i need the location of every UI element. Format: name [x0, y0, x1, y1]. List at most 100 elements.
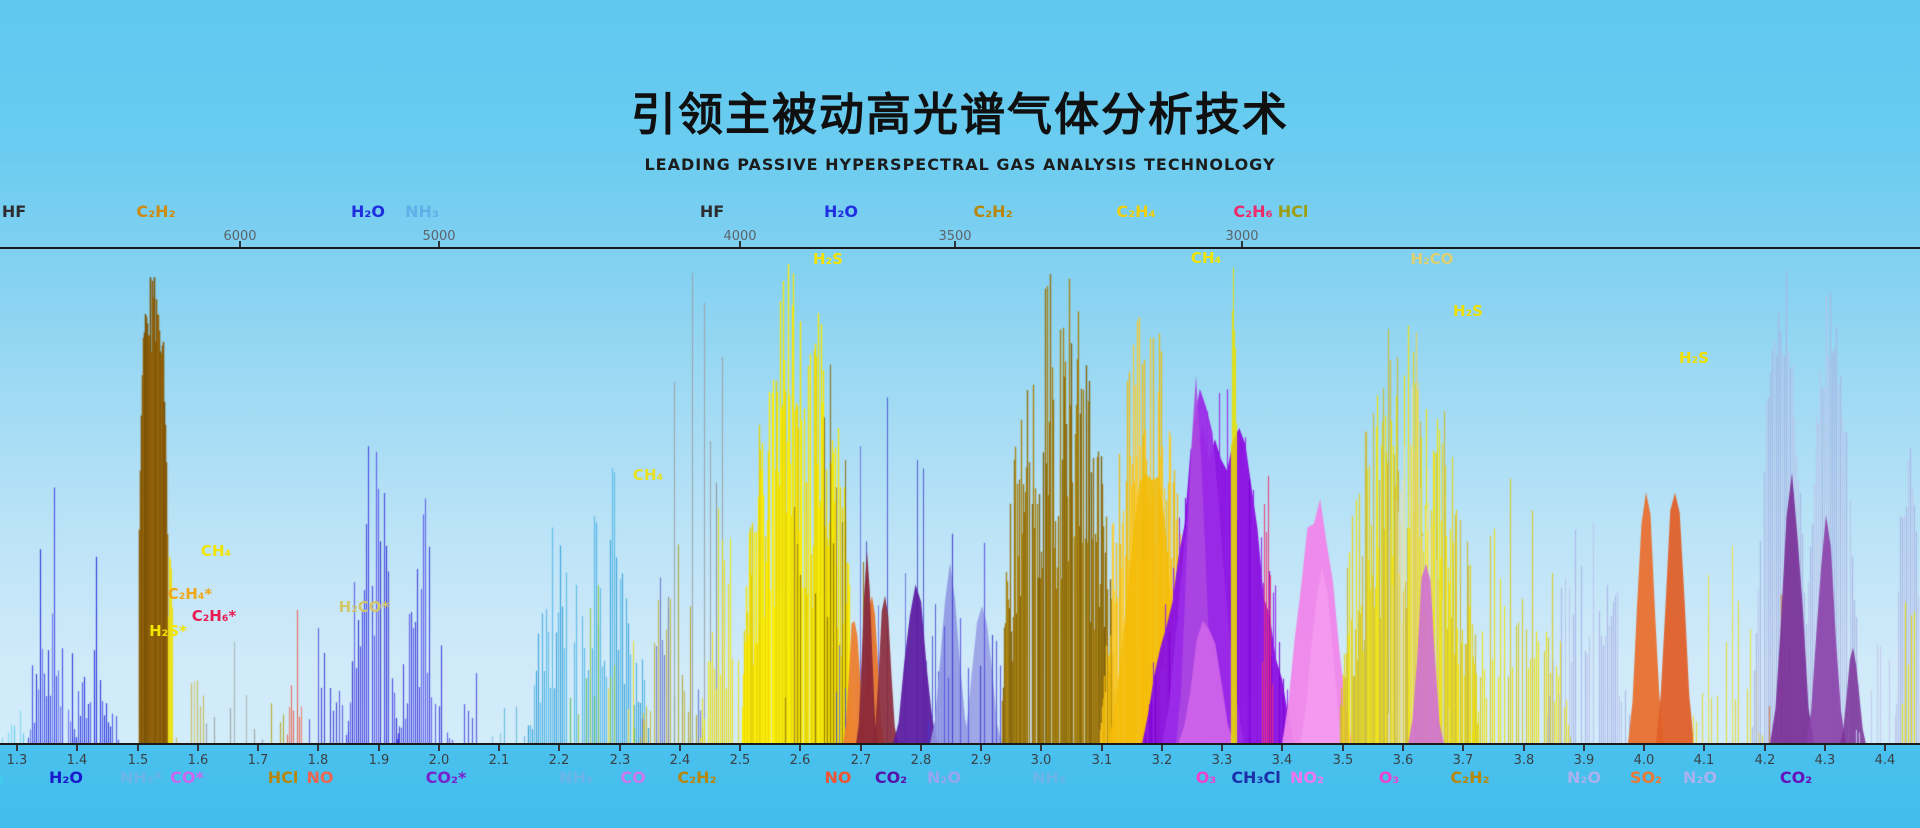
bottom-tick-label: 1.9 — [368, 753, 390, 768]
bottom-tick-mark — [1824, 745, 1826, 751]
bottom-tick-label: 3.4 — [1271, 753, 1293, 768]
bottom-gas-label: CO* — [170, 768, 204, 787]
bottom-tick-label: 4.4 — [1874, 753, 1896, 768]
bottom-tick-label: 2.2 — [548, 753, 570, 768]
bottom-tick-label: 3.5 — [1332, 753, 1354, 768]
bottom-gas-label: NH₃ — [559, 768, 593, 787]
bottom-gas-label: N₂O — [1683, 768, 1717, 787]
bottom-gas-label: NO₂ — [1290, 768, 1324, 787]
bottom-gas-label: C₂H₂ — [677, 768, 717, 787]
interior-gas-label: H₂CO* — [338, 598, 390, 616]
bottom-tick-mark — [197, 745, 199, 751]
top-tick-mark — [438, 241, 440, 247]
bottom-tick-label: 3.3 — [1211, 753, 1233, 768]
bottom-tick-mark — [619, 745, 621, 751]
bottom-tick-mark — [1101, 745, 1103, 751]
top-gas-label: C₂H₄ — [1116, 202, 1156, 221]
top-tick-label: 3000 — [1225, 229, 1259, 244]
top-tick-label: 4000 — [723, 229, 757, 244]
bottom-tick-label: 2.9 — [970, 753, 992, 768]
bottom-tick-label: 3.9 — [1573, 753, 1595, 768]
bottom-tick-label: 3.0 — [1030, 753, 1052, 768]
bottom-tick-mark — [317, 745, 319, 751]
interior-gas-label: H₂S — [813, 250, 843, 268]
bottom-tick-label: 4.1 — [1693, 753, 1715, 768]
bottom-gas-label: CO₂* — [425, 768, 467, 787]
bottom-tick-label: 1.6 — [187, 753, 209, 768]
bottom-tick-mark — [1764, 745, 1766, 751]
bottom-tick-mark — [1884, 745, 1886, 751]
bottom-gas-label: NO — [824, 768, 852, 787]
bottom-gas-label: CO₂ — [874, 768, 908, 787]
top-gas-label: C₂H₂ — [973, 202, 1013, 221]
bottom-gas-label: O₃ — [1378, 768, 1400, 787]
bottom-tick-label: 2.3 — [609, 753, 631, 768]
bottom-tick-mark — [1342, 745, 1344, 751]
top-gas-label: C₂H₂ — [136, 202, 176, 221]
bottom-gas-label: NO — [306, 768, 334, 787]
top-gas-label: NH₃ — [405, 202, 439, 221]
interior-gas-label: H₂S* — [149, 622, 187, 640]
bottom-tick-mark — [1402, 745, 1404, 751]
interior-gas-label: H₂S — [1679, 349, 1709, 367]
bottom-gas-label: NH₃ — [1032, 768, 1066, 787]
top-tick-label: 3500 — [938, 229, 972, 244]
bottom-tick-label: 2.8 — [910, 753, 932, 768]
bottom-gas-label: CO — [620, 768, 646, 787]
bottom-tick-mark — [1281, 745, 1283, 751]
top-gas-label: HF — [699, 202, 725, 221]
top-tick-mark — [954, 241, 956, 247]
top-gas-label: H₂O — [824, 202, 858, 221]
bottom-tick-mark — [1221, 745, 1223, 751]
bottom-tick-mark — [1462, 745, 1464, 751]
bottom-gas-label: H₂O — [49, 768, 83, 787]
bottom-tick-mark — [76, 745, 78, 751]
bottom-tick-label: 4.2 — [1754, 753, 1776, 768]
top-gas-label: HCl — [1277, 202, 1309, 221]
bottom-tick-mark — [16, 745, 18, 751]
interior-gas-label: H₂CO — [1410, 250, 1454, 268]
bottom-tick-label: 2.7 — [850, 753, 872, 768]
bottom-tick-mark — [137, 745, 139, 751]
bottom-tick-mark — [1161, 745, 1163, 751]
page-subtitle: LEADING PASSIVE HYPERSPECTRAL GAS ANALYS… — [644, 155, 1276, 174]
interior-gas-label: C₂H₆* — [191, 607, 237, 625]
bottom-gas-label: SO₂ — [1629, 768, 1663, 787]
interior-gas-label: CH₄ — [200, 542, 232, 560]
bottom-tick-label: 1.7 — [247, 753, 269, 768]
bottom-tick-mark — [920, 745, 922, 751]
bottom-tick-mark — [257, 745, 259, 751]
bottom-tick-label: 4.3 — [1814, 753, 1836, 768]
bottom-tick-label: 2.0 — [428, 753, 450, 768]
bottom-tick-mark — [1523, 745, 1525, 751]
bottom-gas-label: HCl — [267, 768, 299, 787]
top-tick-mark — [239, 241, 241, 247]
page-title: 引领主被动高光谱气体分析技术 — [630, 88, 1289, 141]
top-gas-label: C₂H₆ — [1233, 202, 1273, 221]
bottom-tick-label: 3.2 — [1151, 753, 1173, 768]
top-tick-label: 5000 — [422, 229, 456, 244]
bottom-tick-mark — [1040, 745, 1042, 751]
interior-gas-label: C₂H₄* — [167, 585, 213, 603]
bottom-tick-mark — [679, 745, 681, 751]
interior-gas-label: CH₄ — [1190, 249, 1222, 267]
top-gas-label: H₂O — [351, 202, 385, 221]
bottom-tick-mark — [860, 745, 862, 751]
bottom-gas-label: CH₃Cl — [1231, 768, 1281, 787]
bottom-tick-mark — [498, 745, 500, 751]
bottom-gas-label: N₂O — [1567, 768, 1601, 787]
bottom-tick-label: 3.1 — [1091, 753, 1113, 768]
bottom-tick-label: 1.8 — [307, 753, 329, 768]
bottom-tick-label: 2.6 — [789, 753, 811, 768]
bottom-tick-mark — [739, 745, 741, 751]
bottom-tick-label: 2.4 — [669, 753, 691, 768]
top-axis-line — [0, 247, 1920, 249]
bottom-tick-mark — [1643, 745, 1645, 751]
interior-gas-label: CH₄ — [632, 466, 664, 484]
bottom-tick-mark — [558, 745, 560, 751]
bottom-tick-label: 2.5 — [729, 753, 751, 768]
bottom-gas-label: NH₃* — [119, 768, 163, 787]
bottom-tick-label: 1.4 — [66, 753, 88, 768]
bottom-tick-mark — [980, 745, 982, 751]
